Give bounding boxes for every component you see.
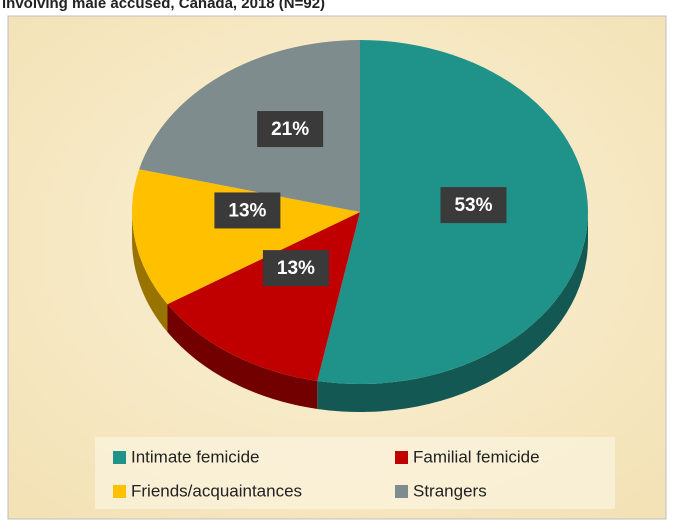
data-label-box xyxy=(257,111,324,148)
data-label-box xyxy=(440,187,507,224)
data-label: 53% xyxy=(454,195,492,216)
slice-side xyxy=(317,212,588,412)
legend-label: Familial femicide xyxy=(413,447,540,466)
slice-side xyxy=(132,212,168,333)
slice-side xyxy=(167,304,318,409)
legend-swatch xyxy=(395,451,408,464)
legend-label: Intimate femicide xyxy=(131,447,260,466)
legend-swatch xyxy=(395,485,408,498)
legend-swatch xyxy=(113,451,126,464)
slice xyxy=(139,40,360,212)
legend-box xyxy=(95,437,615,509)
data-label: 13% xyxy=(277,258,315,279)
legend-label: Strangers xyxy=(413,481,487,500)
legend-swatch xyxy=(113,485,126,498)
data-label-box xyxy=(262,250,329,287)
chart-title: involving male accused, Canada, 2018 (N=… xyxy=(2,0,325,12)
data-label-box xyxy=(214,192,281,229)
slice xyxy=(132,169,360,305)
data-label: 13% xyxy=(228,200,266,221)
data-label: 21% xyxy=(271,119,309,140)
legend-label: Friends/acquaintances xyxy=(131,481,302,500)
